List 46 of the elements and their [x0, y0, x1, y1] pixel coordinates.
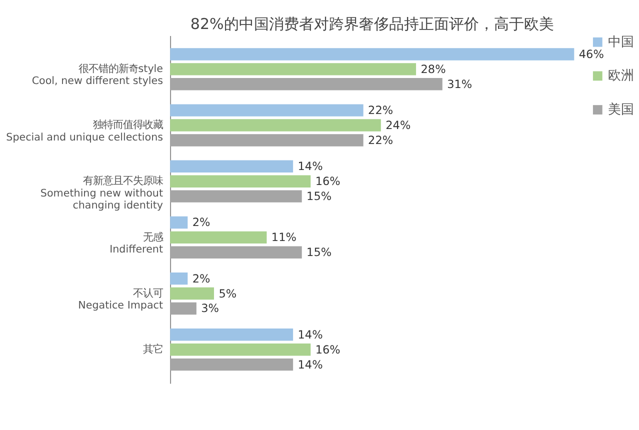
data-label: 24% — [386, 119, 411, 132]
y-tick-label: 其它 — [143, 343, 164, 356]
data-label: 16% — [315, 343, 341, 356]
bar — [170, 343, 311, 356]
y-tick-label: 不认可 Negatice Impact — [78, 287, 164, 312]
data-label: 15% — [306, 190, 332, 204]
bar — [170, 287, 214, 300]
legend-label: 欧洲 — [608, 68, 634, 84]
data-label: 22% — [368, 134, 394, 147]
bar — [170, 63, 416, 76]
legend-label: 中国 — [608, 34, 634, 50]
y-tick-label: 无感 Indifferent — [110, 231, 164, 256]
y-tick-label: 有新意且不失原味 Something new without changing identity — [40, 175, 164, 212]
bar — [170, 160, 294, 173]
bar — [170, 175, 311, 188]
data-label: 22% — [368, 104, 394, 118]
data-label: 14% — [298, 358, 324, 372]
bar — [170, 190, 302, 202]
bar — [170, 246, 302, 258]
data-label: 46% — [578, 48, 604, 62]
bar — [170, 119, 381, 132]
data-label: 14% — [298, 328, 324, 342]
data-label: 11% — [271, 231, 297, 244]
chart-title: 82%的中国消费者对跨界奢侈品持正面评价，高于欧美 — [190, 14, 554, 33]
bar — [170, 48, 574, 60]
bar — [170, 216, 188, 229]
bar — [170, 78, 442, 90]
bar — [170, 302, 196, 315]
legend-label: 美国 — [608, 102, 634, 118]
y-tick-label: 独特而值得收藏 Special and unique cellections — [6, 119, 164, 144]
bar — [170, 134, 364, 146]
bar — [170, 328, 294, 341]
data-label: 2% — [192, 216, 211, 230]
data-label: 2% — [192, 272, 211, 286]
bar — [170, 231, 267, 244]
data-label: 15% — [306, 246, 332, 260]
data-label: 3% — [201, 302, 220, 316]
data-label: 31% — [447, 78, 472, 91]
data-label: 28% — [420, 62, 446, 76]
data-label: 14% — [298, 160, 324, 174]
bar — [170, 358, 294, 371]
y-tick-label: 很不错的新奇style Cool, new different styles — [32, 63, 164, 88]
data-label: 5% — [218, 287, 237, 300]
bar — [170, 104, 364, 116]
data-label: 16% — [315, 175, 341, 188]
bar — [170, 272, 188, 285]
